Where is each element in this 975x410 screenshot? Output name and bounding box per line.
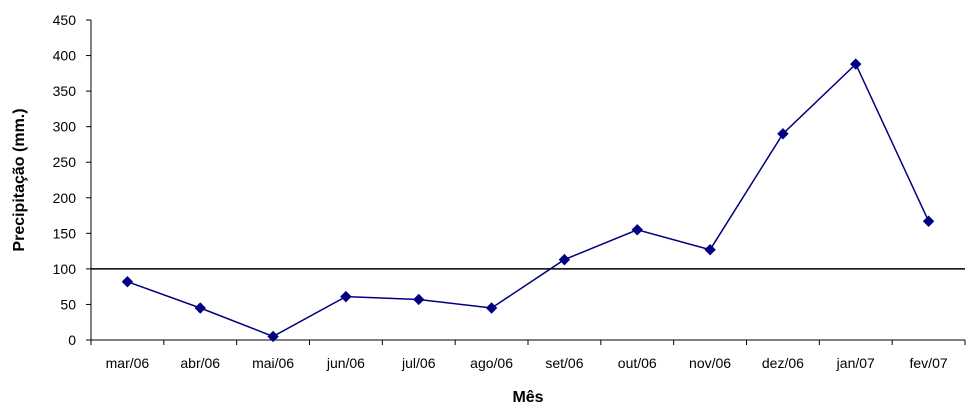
x-tick-label: out/06 [618, 355, 657, 371]
x-tick-label: dez/06 [762, 355, 804, 371]
y-tick-label: 300 [53, 119, 77, 135]
x-tick-label: jun/06 [326, 355, 365, 371]
y-axis-ticks: 0 50 100 150 200 250 300 350 400 450 [53, 12, 91, 348]
data-point-marker [413, 293, 425, 306]
x-tick-label: fev/07 [910, 355, 948, 371]
y-tick-label: 150 [53, 225, 77, 241]
x-axis-ticks: mar/06 abr/06 mai/06 jun/06 jul/06 ago/06 set/… [90, 340, 966, 371]
data-point-marker [922, 215, 935, 227]
marker-layer [121, 58, 935, 343]
data-point-marker [558, 253, 571, 266]
y-tick-label: 350 [53, 83, 77, 99]
x-axis-title: Mês [512, 389, 543, 406]
series-line [127, 62, 930, 338]
y-tick-label: 250 [53, 154, 77, 170]
data-point-marker [631, 224, 643, 236]
x-tick-label: abr/06 [180, 355, 220, 371]
x-tick-label: ago/06 [470, 355, 513, 371]
y-axis-title: Precipitação (mm.) [11, 108, 28, 251]
data-point-marker [850, 58, 862, 70]
data-point-marker [340, 290, 352, 303]
x-tick-label: jul/06 [401, 355, 436, 371]
y-tick-label: 100 [53, 261, 77, 277]
series-line-layer [127, 62, 930, 338]
x-tick-label: mai/06 [252, 355, 294, 371]
y-tick-label: 450 [53, 12, 77, 28]
x-tick-label: jan/07 [836, 355, 875, 371]
data-point-marker [777, 128, 789, 140]
y-tick-label: 50 [60, 296, 76, 312]
x-tick-label: nov/06 [689, 355, 731, 371]
y-tick-label: 200 [53, 190, 77, 206]
data-point-marker [485, 302, 498, 314]
data-point-marker [704, 243, 716, 256]
y-tick-label: 400 [53, 48, 77, 64]
data-point-marker [194, 302, 206, 314]
axes [90, 20, 965, 341]
x-tick-label: mar/06 [106, 355, 150, 371]
x-tick-label: set/06 [545, 355, 583, 371]
data-point-marker [267, 330, 279, 343]
data-point-marker [121, 275, 134, 288]
y-tick-label: 0 [68, 332, 76, 348]
